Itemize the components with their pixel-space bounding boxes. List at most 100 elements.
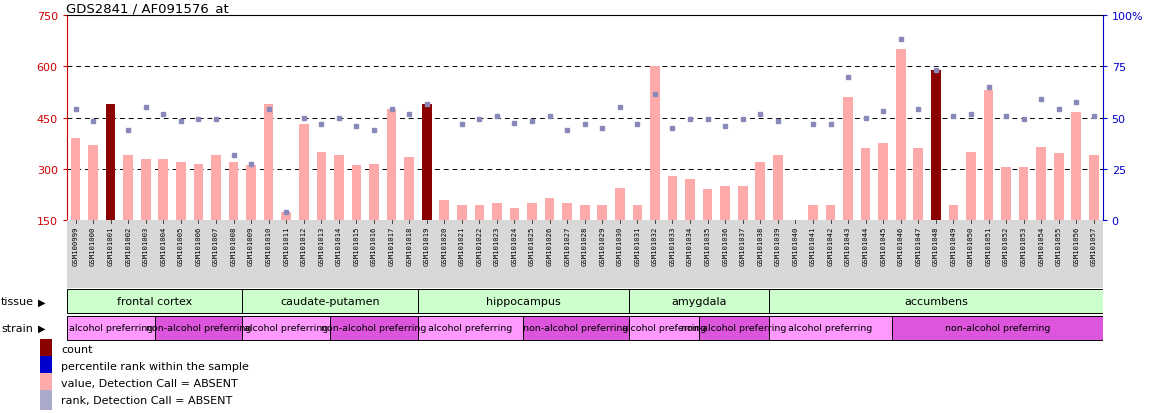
Bar [422, 105, 432, 221]
Bar [524, 316, 628, 339]
Bar [299, 125, 308, 221]
Text: GSM100999: GSM100999 [73, 226, 78, 265]
Bar [330, 316, 418, 339]
Bar [352, 166, 361, 221]
Text: caudate-putamen: caudate-putamen [281, 297, 380, 307]
Text: GSM101033: GSM101033 [670, 226, 676, 265]
Text: non-alcohol preferring: non-alcohol preferring [146, 323, 251, 332]
Bar [650, 67, 660, 221]
Text: GSM101031: GSM101031 [634, 226, 640, 265]
Text: alcohol preferring: alcohol preferring [622, 323, 706, 332]
Bar [1072, 113, 1081, 221]
Bar [984, 91, 993, 221]
Text: GSM101004: GSM101004 [160, 226, 167, 265]
Text: ▶: ▶ [38, 323, 46, 333]
Bar [892, 316, 1103, 339]
Text: GSM101010: GSM101010 [266, 226, 272, 265]
Text: GSM101051: GSM101051 [985, 226, 991, 265]
Bar [317, 152, 326, 221]
Text: GDS2841 / AF091576_at: GDS2841 / AF091576_at [66, 2, 228, 15]
Text: GSM101025: GSM101025 [529, 226, 535, 265]
Text: GSM101032: GSM101032 [651, 226, 658, 265]
Bar [769, 290, 1103, 313]
Bar [440, 200, 449, 221]
Text: GSM101009: GSM101009 [249, 226, 254, 265]
Text: GSM101018: GSM101018 [406, 226, 412, 265]
Text: GSM101005: GSM101005 [178, 226, 184, 265]
Bar [633, 205, 642, 221]
Bar [685, 180, 695, 221]
Text: GSM101034: GSM101034 [687, 226, 693, 265]
Bar [948, 205, 959, 221]
Bar [699, 316, 769, 339]
Bar [769, 316, 892, 339]
Text: GSM101043: GSM101043 [845, 226, 851, 265]
Text: GSM101053: GSM101053 [1021, 226, 1027, 265]
Text: GSM101019: GSM101019 [424, 226, 429, 265]
Bar [668, 176, 677, 221]
Bar [140, 159, 151, 221]
Text: GSM101003: GSM101003 [143, 226, 148, 265]
Text: GSM101056: GSM101056 [1074, 226, 1080, 265]
Text: alcohol preferring: alcohol preferring [69, 323, 153, 332]
Bar [597, 205, 607, 221]
Bar [106, 105, 115, 221]
Bar [825, 205, 836, 221]
Bar [844, 98, 853, 221]
Bar [387, 110, 396, 221]
Bar [40, 373, 52, 394]
Bar [1089, 156, 1099, 221]
Bar [808, 205, 817, 221]
Bar [281, 212, 291, 221]
Bar [193, 164, 204, 221]
Bar [418, 316, 524, 339]
Bar [895, 50, 906, 221]
Bar [1019, 168, 1029, 221]
Text: amygdala: amygdala [671, 297, 726, 307]
Text: GSM101046: GSM101046 [898, 226, 904, 265]
Text: non-alcohol preferring: non-alcohol preferring [681, 323, 786, 332]
Text: GSM101013: GSM101013 [319, 226, 325, 265]
Bar [67, 290, 243, 313]
Bar [418, 290, 628, 313]
Text: GSM101030: GSM101030 [617, 226, 623, 265]
Text: value, Detection Call = ABSENT: value, Detection Call = ABSENT [61, 378, 238, 388]
Bar [628, 316, 699, 339]
Text: GSM101017: GSM101017 [389, 226, 395, 265]
Bar [580, 205, 589, 221]
Text: frontal cortex: frontal cortex [117, 297, 192, 307]
Text: strain: strain [1, 323, 33, 333]
Text: GSM101008: GSM101008 [230, 226, 237, 265]
Text: ▶: ▶ [38, 297, 46, 307]
Text: non-alcohol preferring: non-alcohol preferring [321, 323, 427, 332]
Bar [493, 204, 502, 221]
Text: GSM101012: GSM101012 [300, 226, 307, 265]
Bar [931, 71, 940, 221]
Bar [334, 156, 344, 221]
Bar [563, 204, 572, 221]
Text: GSM101027: GSM101027 [564, 226, 570, 265]
Text: alcohol preferring: alcohol preferring [244, 323, 328, 332]
Bar [211, 156, 221, 221]
Text: GSM101015: GSM101015 [353, 226, 359, 265]
Bar [246, 166, 256, 221]
Bar [1036, 147, 1046, 221]
Bar [738, 187, 747, 221]
Text: GSM101028: GSM101028 [581, 226, 588, 265]
Text: GSM101001: GSM101001 [108, 226, 114, 265]
Text: GSM101021: GSM101021 [459, 226, 465, 265]
Bar [615, 188, 625, 221]
Text: percentile rank within the sample: percentile rank within the sample [61, 361, 249, 371]
Text: count: count [61, 344, 92, 354]
Bar [159, 159, 168, 221]
Bar [176, 163, 185, 221]
Bar [89, 146, 98, 221]
Text: GSM101011: GSM101011 [283, 226, 289, 265]
Bar [861, 149, 870, 221]
Bar [510, 209, 519, 221]
Bar [1001, 168, 1011, 221]
Text: GSM101041: GSM101041 [810, 226, 816, 265]
Bar [1054, 154, 1064, 221]
Text: GSM101023: GSM101023 [494, 226, 500, 265]
Bar [544, 198, 555, 221]
